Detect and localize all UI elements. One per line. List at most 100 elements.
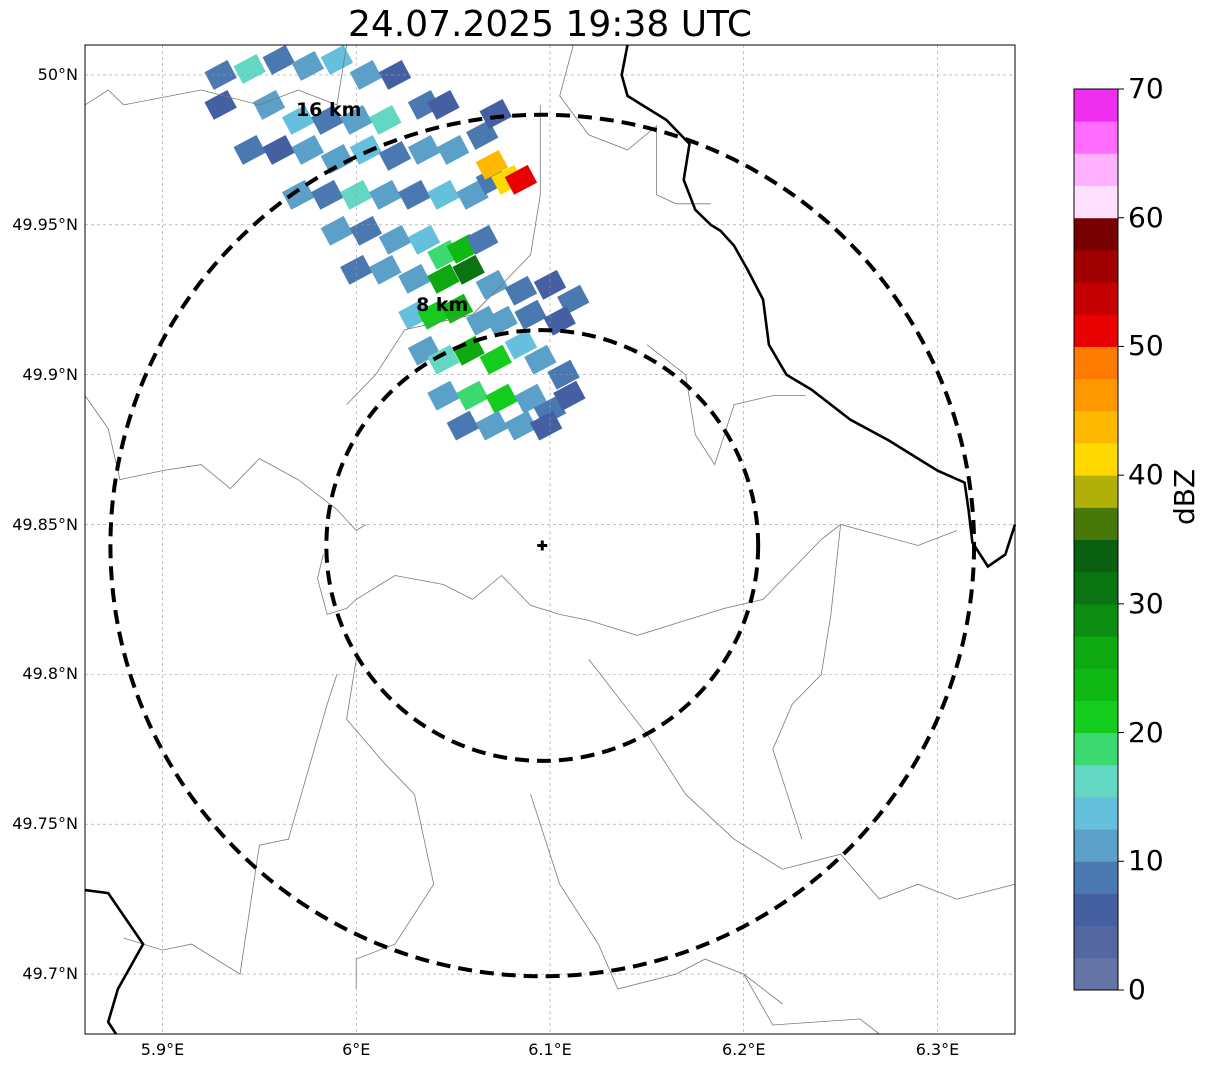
colorbar-segment [1074, 732, 1118, 766]
reflectivity-cell [452, 335, 485, 366]
reflectivity-layer [204, 45, 590, 441]
reflectivity-cell [456, 179, 489, 210]
y-tick-label: 49.9°N [22, 364, 78, 384]
gridlines [85, 45, 1015, 1034]
reflectivity-cell [514, 383, 547, 414]
colorbar-segment [1074, 282, 1118, 315]
colorbar-segment [1074, 314, 1118, 347]
colorbar-segment [1074, 475, 1118, 508]
country-border-line [84, 888, 145, 1035]
admin-boundary-line [646, 344, 806, 466]
colorbar-segment [1074, 700, 1118, 734]
reflectivity-cell [436, 134, 470, 165]
colorbar [1073, 88, 1124, 991]
colorbar-tick-label: 50 [1128, 329, 1164, 363]
colorbar-segment [1074, 829, 1118, 862]
reflectivity-cell [485, 383, 518, 414]
reflectivity-cell [485, 305, 518, 336]
reflectivity-cell [479, 344, 512, 375]
y-tick-label: 49.7°N [22, 964, 78, 984]
reflectivity-cell [311, 179, 344, 210]
reflectivity-cell [407, 224, 441, 255]
reflectivity-cell [427, 90, 460, 120]
reflectivity-cell [320, 143, 354, 174]
colorbar-segment [1074, 796, 1118, 830]
admin-boundary-line [530, 794, 783, 1005]
reflectivity-cell [233, 54, 266, 84]
colorbar-segment [1074, 442, 1118, 476]
colorbar-segment [1074, 539, 1118, 573]
colorbar-segment [1074, 249, 1118, 283]
colorbar-tick-label: 30 [1128, 586, 1164, 620]
reflectivity-cell [378, 60, 412, 90]
reflectivity-cell [398, 263, 431, 294]
colorbar-segment [1074, 89, 1118, 122]
admin-boundaries [84, 44, 1016, 1035]
x-tick-label: 6.2°E [721, 1040, 766, 1059]
reflectivity-cell [504, 164, 538, 195]
x-tick-label: 5.9°E [140, 1040, 185, 1059]
colorbar-tick-label: 10 [1128, 844, 1164, 878]
reflectivity-cell [427, 179, 460, 210]
reflectivity-cell [407, 90, 441, 120]
reflectivity-cell [262, 134, 295, 165]
colorbar-label: dBZ [1168, 468, 1201, 525]
reflectivity-cell [547, 359, 580, 390]
reflectivity-cell [529, 410, 563, 441]
reflectivity-cell [369, 254, 402, 285]
reflectivity-cell [320, 215, 354, 246]
reflectivity-cell [524, 344, 557, 375]
reflectivity-cell [281, 104, 315, 135]
reflectivity-cell [311, 104, 344, 135]
colorbar-segment [1074, 764, 1118, 798]
reflectivity-cell [281, 179, 315, 210]
reflectivity-cell [378, 140, 412, 171]
range-ring [324, 328, 761, 763]
x-tick-label: 6°E [342, 1040, 371, 1059]
reflectivity-cell [533, 269, 567, 300]
reflectivity-cell [204, 60, 237, 90]
range-ring-label: 8 km [416, 293, 469, 316]
admin-boundary-line [346, 659, 435, 989]
admin-boundary-line [588, 659, 1016, 900]
colorbar-segment [1074, 378, 1118, 412]
admin-boundary-line [123, 674, 338, 975]
colorbar-segment [1074, 571, 1118, 605]
map-frame [84, 44, 1016, 1035]
colorbar-segment [1074, 861, 1118, 894]
reflectivity-cell [553, 380, 586, 411]
reflectivity-cell [252, 90, 286, 120]
y-tick-label: 49.75°N [12, 814, 78, 834]
x-tick-label: 6.1°E [528, 1040, 572, 1059]
reflectivity-cell [504, 329, 538, 360]
reflectivity-cell [291, 51, 324, 81]
reflectivity-cell [349, 215, 383, 246]
country-border-line [620, 44, 1017, 569]
reflectivity-cell [320, 45, 354, 75]
reflectivity-cell [398, 299, 431, 330]
colorbar-segment [1074, 603, 1118, 637]
reflectivity-cell [514, 299, 547, 330]
range-ring [108, 112, 977, 979]
colorbar-segment [1074, 410, 1118, 444]
colorbar-segment [1074, 185, 1118, 219]
admin-boundary-line [346, 104, 541, 405]
reflectivity-cell [475, 269, 509, 300]
reflectivity-cell [407, 335, 441, 366]
range-rings [108, 112, 977, 979]
reflectivity-cell [543, 305, 576, 336]
reflectivity-cell [475, 410, 509, 441]
reflectivity-cell [340, 179, 373, 210]
colorbar-segment [1074, 668, 1118, 701]
colorbar-segment [1074, 153, 1118, 187]
y-tick-label: 49.95°N [12, 214, 78, 234]
reflectivity-cell [466, 305, 499, 336]
colorbar-tick-label: 40 [1128, 458, 1164, 492]
admin-boundary-line [84, 44, 347, 106]
colorbar-segment [1074, 507, 1118, 540]
admin-boundary-line [559, 44, 711, 205]
reflectivity-cell [452, 254, 485, 285]
reflectivity-cell [427, 263, 460, 294]
reflectivity-cell [475, 149, 509, 180]
colorbar-segment [1074, 893, 1118, 927]
